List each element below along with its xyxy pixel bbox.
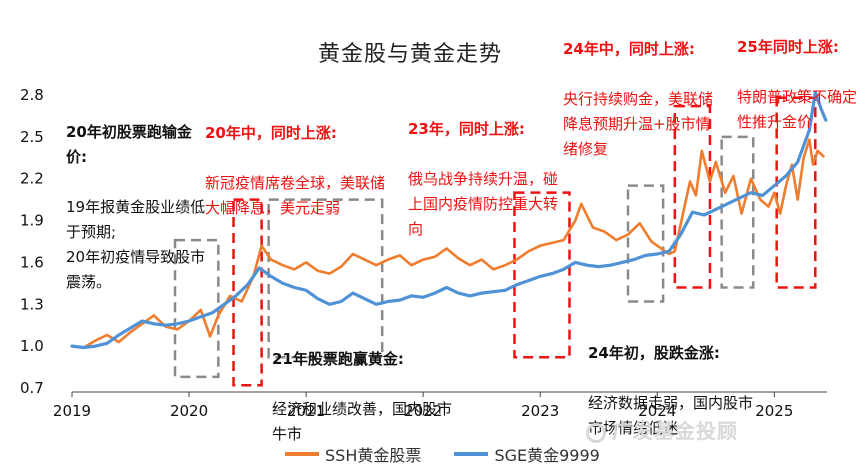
legend-swatch-gold <box>454 452 489 456</box>
legend-swatch-stock <box>285 452 319 456</box>
y-tick-label: 2.8 <box>20 86 44 104</box>
annotation-2023: 23年，同时上涨: 俄乌战争持续升温，碰上国内疫情防控重大转向 <box>408 92 558 267</box>
annotation-body: 央行持续购金，美联储降息预期升温+股市情绪修复 <box>563 90 714 158</box>
highlight-box-red <box>775 96 817 289</box>
x-tick-label: 2025 <box>755 402 793 420</box>
highlight-box-red <box>513 191 571 359</box>
y-tick-label: 0.7 <box>20 379 44 397</box>
annotation-head: 24年中，同时上涨: <box>563 40 695 58</box>
annotation-body: 经济和业绩改善，国内股市牛市 <box>272 400 453 443</box>
y-tick-label: 1.3 <box>20 295 44 313</box>
y-tick-label: 1.9 <box>20 212 44 230</box>
watermark: 广发基金投顾 <box>586 415 738 444</box>
annotation-2020-mid: 20年中，同时上涨: 新冠疫情席卷全球，美联储大幅降息，美元走弱 <box>205 96 395 246</box>
x-tick-label: 2021 <box>287 402 325 420</box>
highlight-box-gray <box>173 238 220 379</box>
y-tick-label: 2.2 <box>20 170 44 188</box>
annotation-2024-early: 24年初，股跌金涨: 经济数据走弱，国内股市市场情绪低迷 <box>588 316 758 466</box>
annotation-body: 新冠疫情席卷全球，美联储大幅降息，美元走弱 <box>205 174 386 217</box>
x-tick-label: 2020 <box>170 402 208 420</box>
annotation-2025: 25年同时上涨: 特朗普政策不确定性推升金价 <box>737 10 862 160</box>
y-tick-label: 1.0 <box>20 337 44 355</box>
annotation-2021: 21年股票跑赢黄金: 经济和业绩改善，国内股市牛市 <box>272 322 452 472</box>
watermark-logo-icon <box>586 422 606 443</box>
annotation-head: 23年，同时上涨: <box>408 120 525 138</box>
x-tick-label: 2022 <box>404 402 442 420</box>
legend-item-gold: SGE黄金9999 <box>454 442 600 466</box>
chart-title: 黄金股与黄金走势 <box>318 42 503 67</box>
highlight-box-red <box>673 104 712 289</box>
series-line-gold <box>70 90 828 350</box>
y-tick-label: 2.5 <box>20 128 44 146</box>
legend-label-stock: SSH黄金股票 <box>325 446 422 465</box>
highlight-box-gray <box>720 135 755 289</box>
annotation-body: 特朗普政策不确定性推升金价 <box>737 88 858 131</box>
annotation-head: 25年同时上涨: <box>737 38 839 56</box>
annotation-body: 19年报黄金股业绩低于预期; 20年初疫情导致股市震荡。 <box>66 198 206 291</box>
annotation-2020-early: 20年初股票跑输金价: 19年报黄金股业绩低于预期; 20年初疫情导致股市震荡。 <box>66 95 206 320</box>
highlight-box-red <box>232 198 263 387</box>
legend-item-stock: SSH黄金股票 <box>285 442 421 466</box>
x-tick-label: 2019 <box>53 402 91 420</box>
x-tick-label: 2023 <box>521 402 559 420</box>
chart-legend: SSH黄金股票 SGE黄金9999 <box>285 441 628 466</box>
annotation-body: 俄乌战争持续升温，碰上国内疫情防控重大转向 <box>408 170 559 238</box>
legend-label-gold: SGE黄金9999 <box>494 446 600 465</box>
annotation-body: 经济数据走弱，国内股市市场情绪低迷 <box>588 394 754 437</box>
annotation-head: 21年股票跑赢黄金: <box>272 350 404 368</box>
series-line-stock <box>70 138 825 349</box>
highlight-box-gray <box>626 184 665 303</box>
x-tick-label: 2024 <box>638 402 676 420</box>
watermark-text: 广发基金投顾 <box>612 419 738 443</box>
highlight-box-gray <box>267 198 384 359</box>
annotation-head: 20年初股票跑输金价: <box>66 123 192 166</box>
y-tick-label: 1.6 <box>20 253 44 271</box>
annotation-2024-mid: 24年中，同时上涨: 央行持续购金，美联储降息预期升温+股市情绪修复 <box>563 12 723 187</box>
annotation-head: 24年初，股跌金涨: <box>588 344 720 362</box>
annotation-head: 20年中，同时上涨: <box>205 124 337 142</box>
